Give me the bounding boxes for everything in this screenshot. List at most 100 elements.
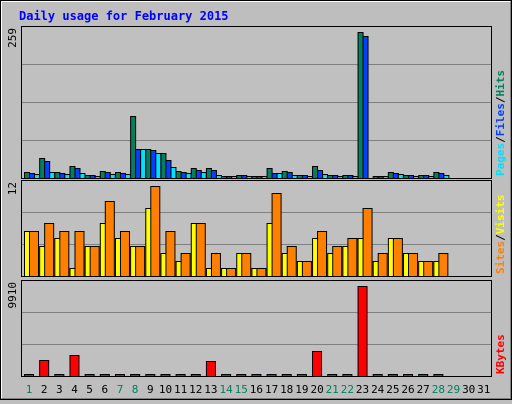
bar-files-day-7 [119, 173, 126, 179]
bar-hits-day-9 [145, 149, 152, 179]
bar-files-day-3 [59, 173, 66, 179]
day-label: 1 [26, 383, 33, 396]
bar-files-day-4 [74, 168, 81, 179]
panel-volume-max-label: 9910 [6, 282, 19, 309]
bar-files-day-22 [347, 175, 354, 179]
bar-sites-day-7 [119, 231, 130, 277]
bar-pages-day-3 [64, 174, 71, 179]
bar-sites-day-22 [347, 238, 358, 277]
bar-files-day-13 [210, 170, 217, 179]
day-label: 27 [417, 383, 430, 396]
bar-files-day-17 [271, 173, 278, 179]
bar-pages-day-10 [170, 167, 177, 179]
bar-pages-day-22 [352, 176, 359, 179]
panel-requests-max-label: 259 [6, 28, 19, 48]
bar-pages-day-18 [291, 175, 298, 179]
day-label: 4 [71, 383, 78, 396]
legend-entry: Pages [494, 143, 507, 176]
day-label: 31 [477, 383, 490, 396]
bar-sites-day-9 [150, 186, 161, 277]
bar-pages-day-1 [34, 174, 40, 179]
bar-pages-day-2 [49, 172, 56, 179]
day-label: 12 [189, 383, 202, 396]
bar-hits-day-25 [387, 172, 394, 179]
bar-hits-day-8 [130, 116, 137, 179]
bar-sites-day-4 [74, 231, 85, 277]
bar-pages-day-19 [306, 176, 313, 179]
bar-files-day-11 [180, 172, 187, 179]
bar-files-day-26 [408, 175, 415, 179]
bar-pages-day-11 [185, 173, 192, 179]
bar-hits-day-4 [69, 166, 76, 179]
bar-files-day-14 [226, 176, 233, 179]
bar-files-day-9 [150, 150, 157, 179]
bar-kbytes-day-2 [39, 360, 50, 377]
day-label: 24 [371, 383, 385, 396]
bar-hits-day-10 [160, 153, 167, 179]
day-label: 8 [132, 383, 139, 396]
legend-entry: / [494, 136, 507, 143]
day-label: 20 [310, 383, 323, 396]
bar-kbytes-day-14 [221, 374, 232, 377]
bar-kbytes-day-6 [99, 374, 110, 377]
bar-sites-day-12 [195, 223, 206, 277]
day-label: 18 [280, 383, 293, 396]
bar-sites-day-27 [423, 261, 434, 277]
bar-kbytes-day-16 [251, 374, 262, 377]
bar-sites-day-28 [438, 253, 449, 277]
bar-files-day-10 [165, 160, 172, 179]
legend-entry: Hits [494, 70, 507, 97]
day-label: 3 [56, 383, 63, 396]
bar-hits-day-1 [24, 172, 30, 179]
day-label: 15 [235, 383, 248, 396]
bar-pages-day-21 [337, 176, 344, 179]
bar-files-day-1 [29, 173, 35, 179]
day-label: 10 [159, 383, 172, 396]
bar-files-day-2 [44, 161, 51, 179]
bar-files-day-19 [301, 175, 308, 179]
day-label: 21 [326, 383, 339, 396]
bar-pages-day-15 [246, 176, 253, 179]
bar-kbytes-day-26 [403, 374, 414, 377]
bar-pages-day-9 [155, 153, 162, 179]
bar-kbytes-day-11 [175, 374, 186, 377]
bar-kbytes-day-21 [327, 374, 338, 377]
bar-pages-day-26 [413, 176, 420, 179]
bar-kbytes-day-22 [342, 374, 353, 377]
bar-hits-day-16 [251, 176, 258, 179]
panel-requests-legend: Pages/Files/Hits [494, 70, 507, 176]
bar-sites-day-17 [271, 193, 282, 277]
bar-kbytes-day-4 [69, 355, 80, 377]
bar-hits-day-18 [281, 171, 288, 179]
day-label: 23 [356, 383, 369, 396]
bar-files-day-28 [438, 173, 445, 179]
bar-files-day-21 [332, 175, 339, 179]
bar-hits-day-6 [99, 171, 106, 179]
day-label: 29 [447, 383, 460, 396]
day-label: 30 [462, 383, 475, 396]
bar-pages-day-20 [322, 174, 329, 179]
bar-pages-day-28 [443, 175, 450, 179]
day-label: 7 [117, 383, 124, 396]
bar-files-day-8 [135, 149, 142, 179]
bar-sites-day-15 [241, 253, 252, 277]
bar-hits-day-21 [327, 175, 334, 179]
bar-kbytes-day-3 [54, 374, 65, 377]
legend-entry: Files [494, 103, 507, 136]
bar-files-day-20 [317, 170, 324, 179]
bar-kbytes-day-27 [418, 374, 429, 377]
day-label: 17 [265, 383, 278, 396]
bar-pages-day-25 [397, 174, 404, 179]
bar-pages-day-16 [261, 176, 268, 179]
bar-sites-day-3 [59, 231, 70, 277]
day-label: 9 [147, 383, 154, 396]
bar-hits-day-11 [175, 171, 182, 179]
day-label: 11 [174, 383, 187, 396]
bar-pages-day-7 [124, 174, 131, 179]
bar-hits-day-7 [114, 172, 121, 179]
bar-sites-day-14 [226, 268, 237, 277]
bar-kbytes-day-1 [24, 374, 34, 377]
bar-hits-day-19 [296, 175, 303, 179]
